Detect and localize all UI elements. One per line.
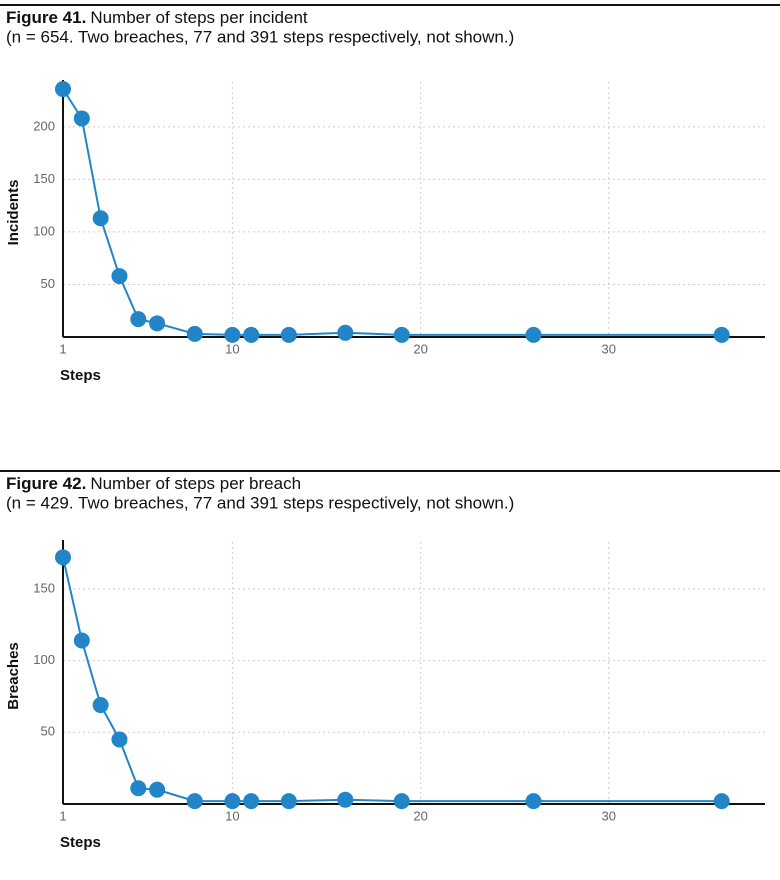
x-axis-label: Steps: [60, 367, 101, 384]
x-tick-label: 20: [413, 341, 427, 356]
marker: [149, 781, 166, 798]
marker: [55, 549, 71, 566]
marker: [243, 326, 260, 343]
marker: [92, 697, 109, 714]
marker: [280, 326, 297, 343]
subtitle: (n = 429. Two breaches, 77 and 391 steps…: [6, 493, 514, 512]
y-tick-label: 150: [33, 580, 55, 595]
marker: [111, 731, 128, 748]
x-tick-label: 10: [225, 341, 239, 356]
x-axis-label: Steps: [60, 834, 101, 851]
x-tick-label: 30: [602, 341, 616, 356]
y-tick-label: 200: [33, 118, 55, 133]
y-tick-label: 150: [33, 171, 55, 186]
x-tick-label: 1: [59, 808, 66, 823]
x-tick-label: 20: [413, 808, 427, 823]
y-tick-label: 50: [41, 724, 55, 739]
y-tick-label: 100: [33, 223, 55, 238]
y-tick-label: 50: [41, 276, 55, 291]
marker: [186, 793, 203, 810]
marker: [224, 793, 241, 810]
marker: [149, 315, 166, 332]
x-tick-label: 30: [602, 808, 616, 823]
figure-label: Figure 42.: [6, 474, 86, 493]
chart: Figure 42. Number of steps per breach(n =…: [0, 470, 780, 851]
x-tick-label: 1: [59, 341, 66, 356]
figure-label: Figure 41.: [6, 8, 86, 27]
y-axis-label: Breaches: [5, 642, 22, 710]
marker: [92, 210, 109, 227]
line: [62, 88, 722, 336]
chart: Figure 41. Number of steps per incident(n…: [0, 4, 780, 384]
subtitle: (n = 654. Two breaches, 77 and 391 steps…: [6, 27, 514, 46]
marker: [713, 326, 730, 343]
marker: [713, 793, 730, 810]
x-tick-label: 10: [225, 808, 239, 823]
marker: [130, 780, 147, 797]
marker: [393, 793, 410, 810]
marker: [186, 325, 203, 342]
marker: [73, 110, 90, 127]
marker: [280, 793, 297, 810]
y-tick-label: 100: [33, 652, 55, 667]
marker: [243, 793, 260, 810]
title: Number of steps per incident: [90, 8, 308, 27]
y-axis-label: Incidents: [5, 180, 22, 246]
title: Number of steps per breach: [90, 474, 301, 493]
marker: [55, 81, 71, 98]
marker: [337, 791, 354, 808]
chart-title: Figure 41. Number of steps per incident: [6, 8, 308, 27]
marker: [525, 326, 542, 343]
chart-title: Figure 42. Number of steps per breach: [6, 474, 301, 493]
marker: [73, 632, 90, 649]
line: [62, 557, 722, 803]
marker: [224, 326, 241, 343]
marker: [525, 793, 542, 810]
marker: [130, 311, 147, 328]
marker: [337, 324, 354, 341]
marker: [393, 326, 410, 343]
marker: [111, 268, 128, 285]
